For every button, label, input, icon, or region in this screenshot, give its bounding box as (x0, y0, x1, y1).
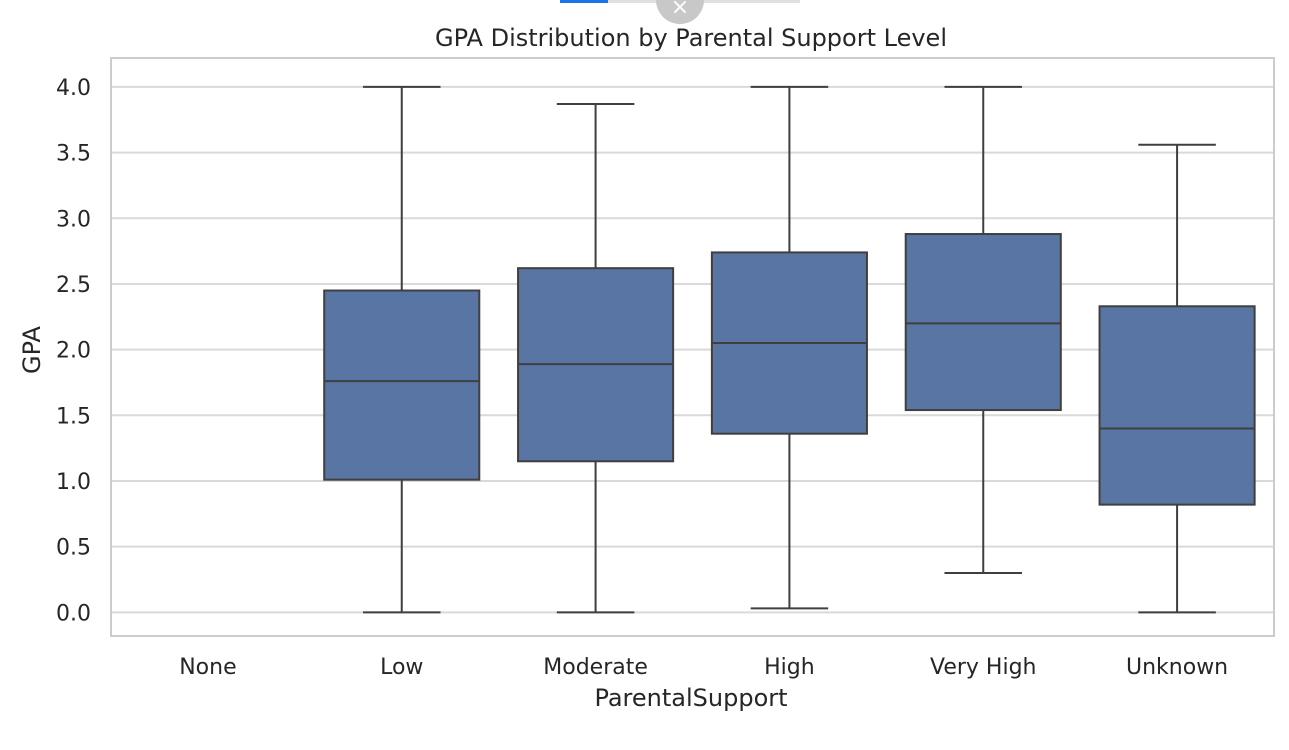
y-tick-label: 1.0 (56, 470, 91, 495)
y-tick-labels: 0.0 0.5 1.0 1.5 2.0 2.5 3.0 3.5 4.0 (56, 76, 91, 626)
box-iqr (904, 233, 1062, 412)
x-tick-label: Very High (930, 655, 1037, 680)
box-group (904, 85, 1062, 574)
top-toolbar-strip (608, 0, 800, 3)
box-group (323, 85, 481, 614)
box-iqr (323, 289, 481, 481)
x-tick-labels: None Low Moderate High Very High Unknown (179, 655, 1228, 680)
y-tick-label: 2.5 (56, 273, 91, 298)
grid-lines (111, 85, 1274, 614)
y-tick-label: 4.0 (56, 76, 91, 101)
box-iqr (1098, 305, 1256, 506)
x-tick-label: Unknown (1126, 655, 1228, 680)
box-group (710, 85, 868, 610)
x-tick-label: Low (380, 655, 423, 680)
box-group (1098, 143, 1256, 614)
x-tick-label: High (764, 655, 815, 680)
top-accent-bar (560, 0, 608, 3)
box-group (517, 102, 675, 614)
close-icon[interactable]: × (656, 0, 704, 24)
y-tick-label: 1.5 (56, 404, 91, 429)
y-tick-label: 2.0 (56, 339, 91, 364)
box-series (323, 85, 1256, 614)
y-tick-label: 3.0 (56, 207, 91, 232)
x-axis-label: ParentalSupport (594, 684, 787, 712)
chart-title: GPA Distribution by Parental Support Lev… (435, 24, 947, 52)
x-tick-label: Moderate (543, 655, 648, 680)
y-axis-label: GPA (18, 325, 46, 374)
y-tick-label: 0.0 (56, 601, 91, 626)
x-tick-label: None (179, 655, 236, 680)
y-tick-label: 0.5 (56, 536, 91, 561)
y-tick-label: 3.5 (56, 142, 91, 167)
plot-frame (110, 57, 1275, 637)
